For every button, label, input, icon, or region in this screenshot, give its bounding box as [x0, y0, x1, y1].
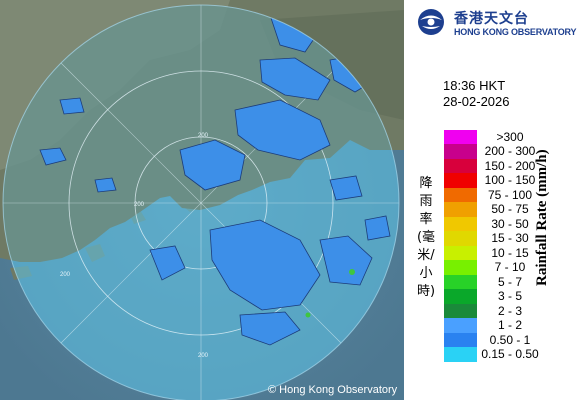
legend-labels: >300 200 - 300 150 - 200 100 - 150 75 - 100 5… — [480, 130, 540, 362]
legend-label: 3 - 5 — [497, 289, 522, 304]
legend-label: 200 - 300 — [484, 144, 536, 159]
legend-label: >300 — [496, 130, 524, 144]
legend-swatch — [444, 187, 477, 203]
legend-swatch — [444, 347, 477, 362]
legend-swatch — [444, 260, 477, 275]
legend-swatch — [444, 173, 477, 188]
legend-unit-chinese: 降雨率(毫米/小時) — [416, 176, 436, 299]
legend-unit-english: Rainfall Rate (mm/h) — [534, 149, 550, 286]
range-label: 200 — [198, 353, 209, 359]
coverage-edge — [2, 4, 400, 400]
hko-logo: 香港天文台 HONG KONG OBSERVATORY — [416, 7, 577, 39]
legend-label: 100 - 150 — [484, 173, 536, 188]
legend-color-scale — [444, 130, 497, 362]
legend-swatch — [444, 158, 477, 174]
radar-coverage: 200 200 200 200 — [3, 5, 399, 400]
legend-swatch — [444, 231, 477, 246]
legend-swatch — [444, 202, 477, 217]
range-label: 200 — [198, 133, 209, 139]
legend-label: 0.15 - 0.50 — [481, 347, 539, 362]
legend-swatch — [444, 274, 477, 290]
legend-label: 0.50 - 1 — [489, 332, 531, 347]
legend-label: 75 - 100 — [487, 187, 533, 202]
legend-swatch — [444, 245, 477, 261]
logo-chinese-text: 香港天文台 — [454, 11, 529, 27]
legend-label: 10 - 15 — [491, 245, 529, 260]
legend-label: 150 - 200 — [484, 158, 536, 173]
info-panel: 香港天文台 HONG KONG OBSERVATORY 18:36 HKT 28… — [404, 0, 577, 400]
legend-label: 15 - 30 — [491, 231, 529, 246]
copyright-notice: © Hong Kong Observatory — [268, 384, 398, 396]
legend-label: 30 - 50 — [491, 216, 529, 231]
legend-swatch — [444, 144, 477, 159]
legend-label: 2 - 3 — [497, 303, 522, 318]
legend-swatch — [444, 318, 477, 333]
radar-map-svg: 200 200 200 200 — [0, 0, 404, 400]
rain-echoes — [39, 11, 391, 346]
range-label: 200 — [134, 202, 145, 208]
legend-label: 5 - 7 — [497, 274, 522, 289]
logo-english-text: HONG KONG OBSERVATORY — [454, 27, 577, 37]
legend-swatch — [444, 130, 477, 145]
hko-emblem-icon — [418, 9, 444, 35]
legend-swatch — [444, 289, 477, 304]
observation-time: 18:36 HKT — [443, 78, 506, 93]
legend-label: 7 - 10 — [494, 260, 526, 275]
legend-swatch — [444, 303, 477, 319]
radar-map[interactable]: 200 200 200 200 © Hong Kong Observatory — [0, 0, 404, 400]
range-label: 200 — [60, 272, 71, 278]
legend-label: 50 - 75 — [491, 202, 529, 217]
legend-swatch — [444, 332, 477, 348]
legend-label: 1 - 2 — [497, 318, 522, 333]
legend-swatch — [444, 216, 477, 232]
observation-date: 28-02-2026 — [443, 94, 510, 109]
